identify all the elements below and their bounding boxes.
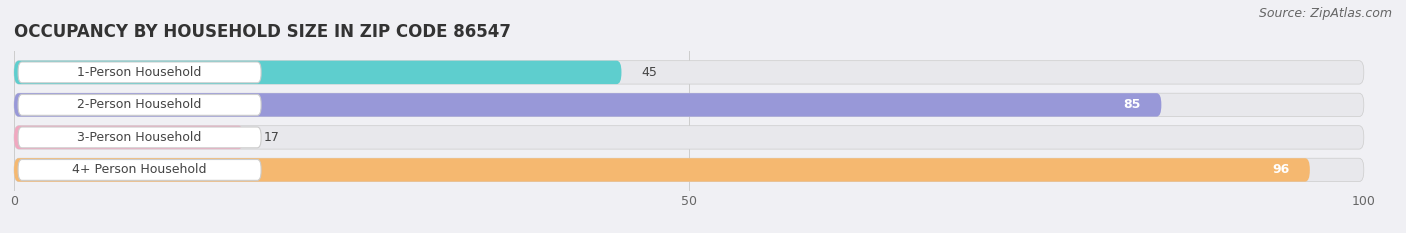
Text: Source: ZipAtlas.com: Source: ZipAtlas.com <box>1258 7 1392 20</box>
FancyBboxPatch shape <box>14 61 1364 84</box>
FancyBboxPatch shape <box>18 160 262 180</box>
Text: 17: 17 <box>264 131 280 144</box>
FancyBboxPatch shape <box>18 62 262 83</box>
FancyBboxPatch shape <box>14 93 1364 116</box>
FancyBboxPatch shape <box>14 126 243 149</box>
Text: 3-Person Household: 3-Person Household <box>77 131 202 144</box>
FancyBboxPatch shape <box>14 126 1364 149</box>
FancyBboxPatch shape <box>14 158 1310 182</box>
Text: 45: 45 <box>641 66 658 79</box>
Text: 4+ Person Household: 4+ Person Household <box>72 163 207 176</box>
FancyBboxPatch shape <box>14 93 1161 116</box>
FancyBboxPatch shape <box>18 95 262 115</box>
FancyBboxPatch shape <box>18 127 262 148</box>
Text: 2-Person Household: 2-Person Household <box>77 98 202 111</box>
FancyBboxPatch shape <box>14 158 1364 182</box>
Text: 1-Person Household: 1-Person Household <box>77 66 202 79</box>
Text: OCCUPANCY BY HOUSEHOLD SIZE IN ZIP CODE 86547: OCCUPANCY BY HOUSEHOLD SIZE IN ZIP CODE … <box>14 23 510 41</box>
Text: 96: 96 <box>1272 163 1289 176</box>
Text: 85: 85 <box>1123 98 1142 111</box>
FancyBboxPatch shape <box>14 61 621 84</box>
